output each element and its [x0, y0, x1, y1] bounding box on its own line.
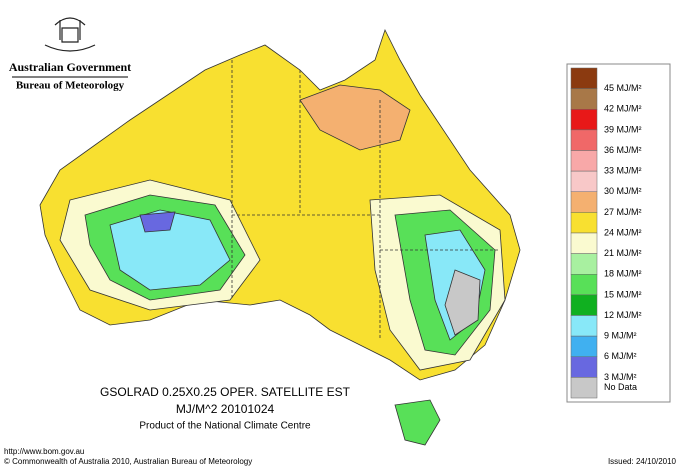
legend-label: 9 MJ/M² — [604, 331, 637, 341]
legend-label: 42 MJ/M² — [604, 104, 642, 114]
legend-swatch — [570, 150, 598, 172]
legend-swatch — [570, 294, 598, 316]
legend-label: 30 MJ/M² — [604, 186, 642, 196]
product-line2: MJ/M^2 20101024 — [176, 402, 275, 416]
legend-swatch — [570, 315, 598, 337]
legend-label: No Data — [604, 382, 637, 392]
legend-swatch — [570, 129, 598, 151]
legend-label: 36 MJ/M² — [604, 145, 642, 155]
legend-label: 15 MJ/M² — [604, 289, 642, 299]
legend-swatch — [570, 109, 598, 131]
legend-swatch — [570, 274, 598, 296]
legend-label: 45 MJ/M² — [604, 83, 642, 93]
legend-label: 39 MJ/M² — [604, 124, 642, 134]
legend-label: 3 MJ/M² — [604, 372, 637, 382]
legend: 45 MJ/M² 42 MJ/M² 39 MJ/M² 36 MJ/M² 33 MJ/M²… — [570, 67, 642, 399]
org-title: Australian Government — [9, 60, 131, 74]
legend-swatch — [570, 232, 598, 254]
legend-swatch — [570, 191, 598, 213]
product-line3: Product of the National Climate Centre — [139, 421, 311, 432]
legend-swatch — [570, 67, 598, 89]
legend-swatch — [570, 335, 598, 357]
legend-swatch — [570, 88, 598, 110]
high-zone — [299, 84, 411, 151]
footer-issued: Issued: 24/10/2010 — [608, 457, 677, 466]
state-borders — [231, 60, 500, 340]
legend-swatch — [570, 170, 598, 192]
legend-label: 21 MJ/M² — [604, 248, 642, 258]
legend-label: 33 MJ/M² — [604, 166, 642, 176]
footer-url: http://www.bom.gov.au — [4, 447, 84, 456]
lowest-zone — [139, 211, 176, 233]
product-line1: GSOLRAD 0.25X0.25 OPER. SATELLITE EST — [100, 385, 351, 399]
legend-swatch — [570, 253, 598, 275]
australia — [39, 28, 521, 446]
footer-copyright: © Commonwealth of Australia 2010, Austra… — [4, 457, 252, 466]
legend-label: 12 MJ/M² — [604, 310, 642, 320]
no-data — [444, 269, 481, 336]
legend-swatch — [570, 356, 598, 378]
legend-label: 27 MJ/M² — [604, 207, 642, 217]
legend-label: 24 MJ/M² — [604, 227, 642, 237]
tasmania — [394, 399, 441, 446]
lower-zone — [109, 209, 231, 291]
legend-swatch — [570, 377, 598, 399]
legend-swatch — [570, 212, 598, 234]
crest — [44, 17, 96, 52]
legend-label: 18 MJ/M² — [604, 269, 642, 279]
legend-label: 6 MJ/M² — [604, 351, 637, 361]
org-subtitle: Bureau of Meteorology — [16, 80, 125, 92]
